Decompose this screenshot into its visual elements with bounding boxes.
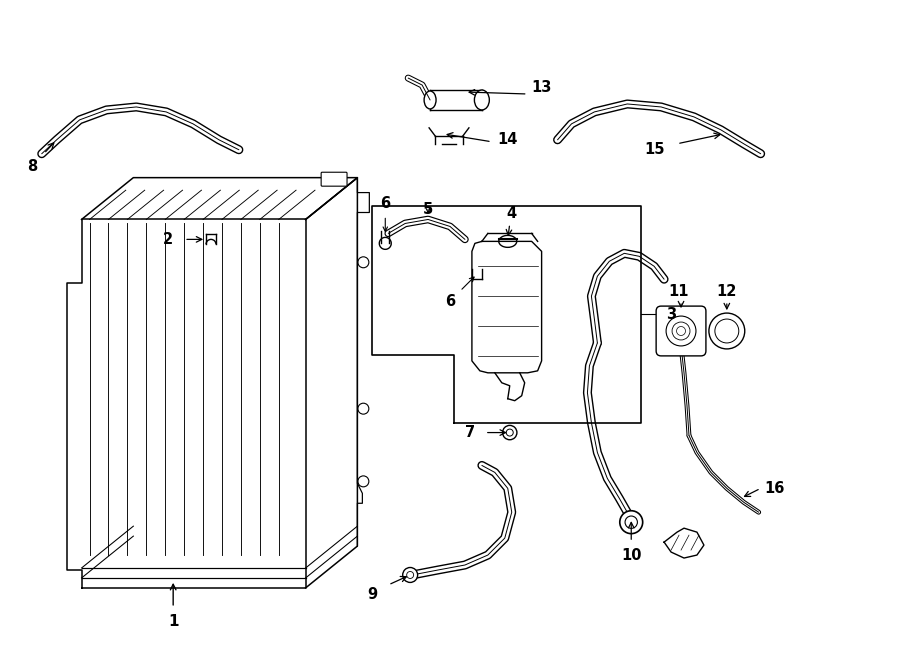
Text: 6: 6 [380,196,391,211]
Text: 6: 6 [445,293,455,309]
Circle shape [620,511,643,533]
FancyBboxPatch shape [656,306,706,356]
Circle shape [666,316,696,346]
FancyBboxPatch shape [321,173,347,186]
Ellipse shape [424,91,436,109]
Text: 1: 1 [168,614,178,629]
Text: 16: 16 [764,481,785,496]
Circle shape [715,319,739,343]
Text: 9: 9 [367,588,377,602]
Text: 15: 15 [644,142,664,157]
Text: 8: 8 [27,159,37,175]
Text: 12: 12 [716,284,737,299]
Text: 10: 10 [621,547,642,563]
Circle shape [502,426,517,440]
Text: 14: 14 [498,132,518,147]
Ellipse shape [474,90,490,110]
Text: 2: 2 [163,232,174,247]
Text: 11: 11 [669,284,689,299]
Text: 3: 3 [666,307,676,321]
Text: 13: 13 [531,79,552,95]
Circle shape [402,568,418,582]
Text: 7: 7 [465,425,475,440]
Circle shape [709,313,745,349]
Text: 5: 5 [423,202,433,217]
Text: 4: 4 [507,206,517,221]
